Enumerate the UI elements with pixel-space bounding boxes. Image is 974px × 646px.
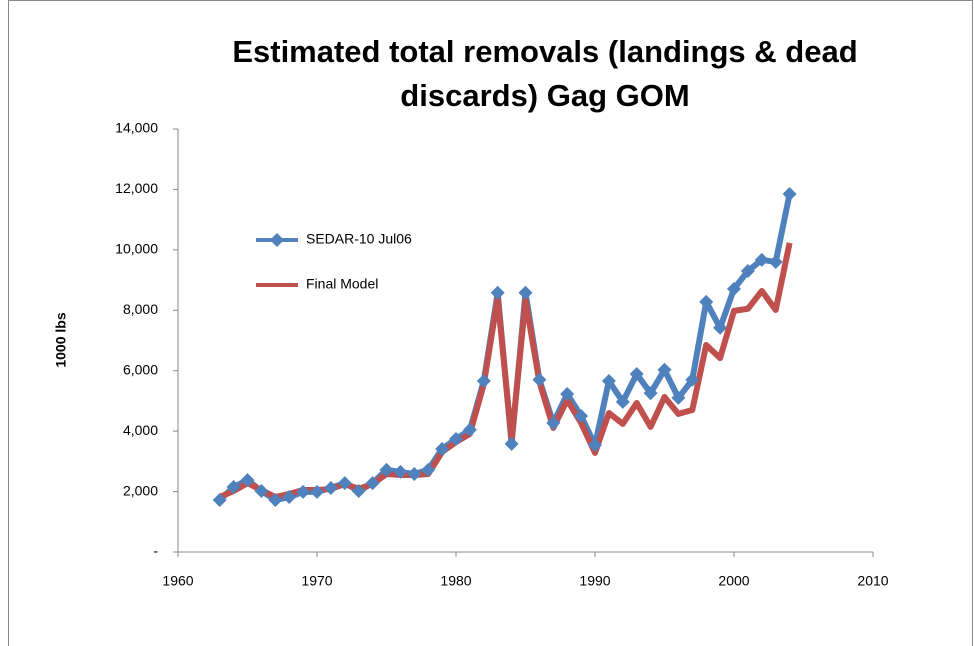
y-tick-label: -	[153, 543, 158, 559]
y-tick-label: 6,000	[123, 361, 158, 377]
legend-label: Final Model	[306, 276, 378, 292]
data-point	[685, 372, 700, 387]
x-tick-label: 1970	[301, 573, 332, 589]
data-point	[699, 294, 714, 309]
x-tick-label: 1990	[579, 573, 610, 589]
data-point	[226, 480, 241, 495]
data-point	[254, 483, 269, 498]
data-point	[504, 436, 519, 451]
data-point	[727, 281, 741, 296]
chart-title: Estimated total removals (landings & dea…	[232, 34, 858, 113]
legend-marker	[270, 233, 284, 247]
data-point	[574, 409, 589, 424]
x-tick-label: 2010	[857, 573, 888, 589]
data-point	[268, 493, 283, 508]
data-point	[421, 462, 436, 477]
data-point	[518, 285, 533, 300]
data-point	[754, 252, 769, 267]
data-point	[462, 422, 477, 437]
y-tick-label: 2,000	[123, 482, 158, 498]
x-tick-label: 1960	[162, 573, 193, 589]
data-point	[435, 441, 450, 456]
data-point	[671, 390, 686, 405]
data-point	[310, 484, 324, 499]
data-point	[379, 462, 394, 477]
data-point	[560, 386, 575, 401]
data-point	[782, 186, 797, 201]
data-point	[240, 473, 255, 488]
data-point	[615, 394, 630, 409]
data-point	[296, 484, 311, 499]
y-tick-label: 14,000	[115, 120, 158, 136]
y-tick-label: 4,000	[123, 422, 158, 438]
data-point	[407, 467, 422, 482]
data-point	[713, 320, 728, 335]
data-point	[282, 490, 297, 505]
data-point	[212, 493, 227, 508]
data-point	[740, 264, 755, 279]
data-point	[393, 464, 408, 479]
data-point	[657, 362, 672, 377]
data-point	[351, 483, 366, 498]
data-point	[629, 367, 644, 382]
y-tick-label: 12,000	[115, 180, 158, 196]
data-point	[643, 386, 658, 401]
data-point	[588, 438, 602, 453]
y-axis-label: 1000 lbs	[53, 312, 69, 367]
x-tick-label: 1980	[440, 573, 471, 589]
data-point	[768, 254, 783, 269]
data-point	[601, 373, 616, 388]
legend-label: SEDAR-10 Jul06	[306, 231, 412, 247]
data-point	[546, 415, 561, 430]
data-point	[323, 480, 338, 495]
data-point	[532, 372, 547, 387]
x-tick-label: 2000	[718, 573, 749, 589]
data-point	[337, 476, 352, 491]
data-point	[449, 431, 463, 446]
data-point	[365, 476, 380, 491]
data-point	[490, 285, 505, 300]
data-point	[476, 373, 491, 388]
y-tick-label: 8,000	[123, 301, 158, 317]
y-tick-label: 10,000	[115, 241, 158, 257]
